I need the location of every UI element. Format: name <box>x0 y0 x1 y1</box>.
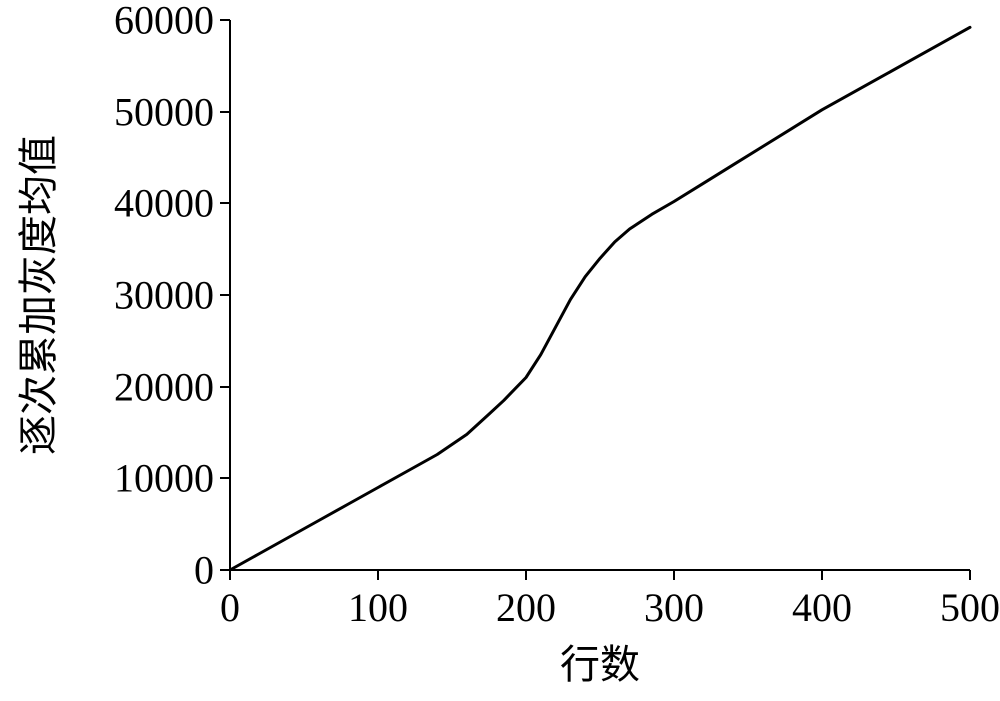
y-tick-label: 40000 <box>114 180 214 227</box>
x-tick <box>229 570 231 580</box>
y-tick-label: 10000 <box>114 455 214 502</box>
x-tick <box>821 570 823 580</box>
x-tick-label: 400 <box>792 584 852 631</box>
plot-area <box>230 20 970 570</box>
y-tick <box>220 477 230 479</box>
y-tick <box>220 111 230 113</box>
y-tick-label: 20000 <box>114 363 214 410</box>
x-tick-label: 0 <box>220 584 240 631</box>
x-axis-label: 行数 <box>560 632 640 690</box>
x-tick-label: 200 <box>496 584 556 631</box>
x-tick <box>525 570 527 580</box>
chart-container: 0 100 200 300 400 500 0 10000 20000 30000 40000 500… <box>0 0 1000 701</box>
y-tick <box>220 19 230 21</box>
data-line <box>230 20 970 570</box>
y-tick-label: 50000 <box>114 88 214 135</box>
y-axis-label: 逐次累加灰度均值 <box>6 135 64 455</box>
x-tick-label: 500 <box>940 584 1000 631</box>
x-tick-label: 100 <box>348 584 408 631</box>
y-tick-label: 0 <box>194 547 214 594</box>
x-axis-line <box>230 569 970 571</box>
y-tick <box>220 569 230 571</box>
x-tick <box>377 570 379 580</box>
x-tick <box>969 570 971 580</box>
y-tick-label: 60000 <box>114 0 214 44</box>
x-tick <box>673 570 675 580</box>
y-tick <box>220 294 230 296</box>
x-tick-label: 300 <box>644 584 704 631</box>
y-tick <box>220 202 230 204</box>
y-tick-label: 30000 <box>114 272 214 319</box>
y-tick <box>220 386 230 388</box>
